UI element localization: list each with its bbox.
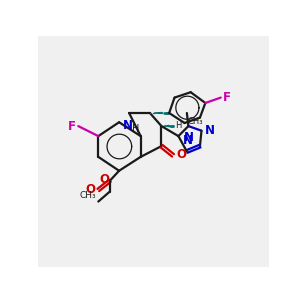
Text: N: N — [123, 119, 133, 132]
Text: H: H — [175, 121, 182, 130]
Text: N: N — [184, 131, 194, 145]
Text: O: O — [85, 183, 95, 196]
Text: CH₃: CH₃ — [188, 117, 203, 126]
Text: O: O — [99, 173, 109, 186]
Text: F: F — [68, 120, 76, 133]
Text: H: H — [132, 124, 140, 134]
Text: F: F — [223, 91, 231, 104]
Text: N: N — [183, 134, 193, 147]
Text: N: N — [205, 124, 215, 137]
Text: CH₃: CH₃ — [80, 191, 96, 200]
Text: O: O — [176, 148, 186, 161]
